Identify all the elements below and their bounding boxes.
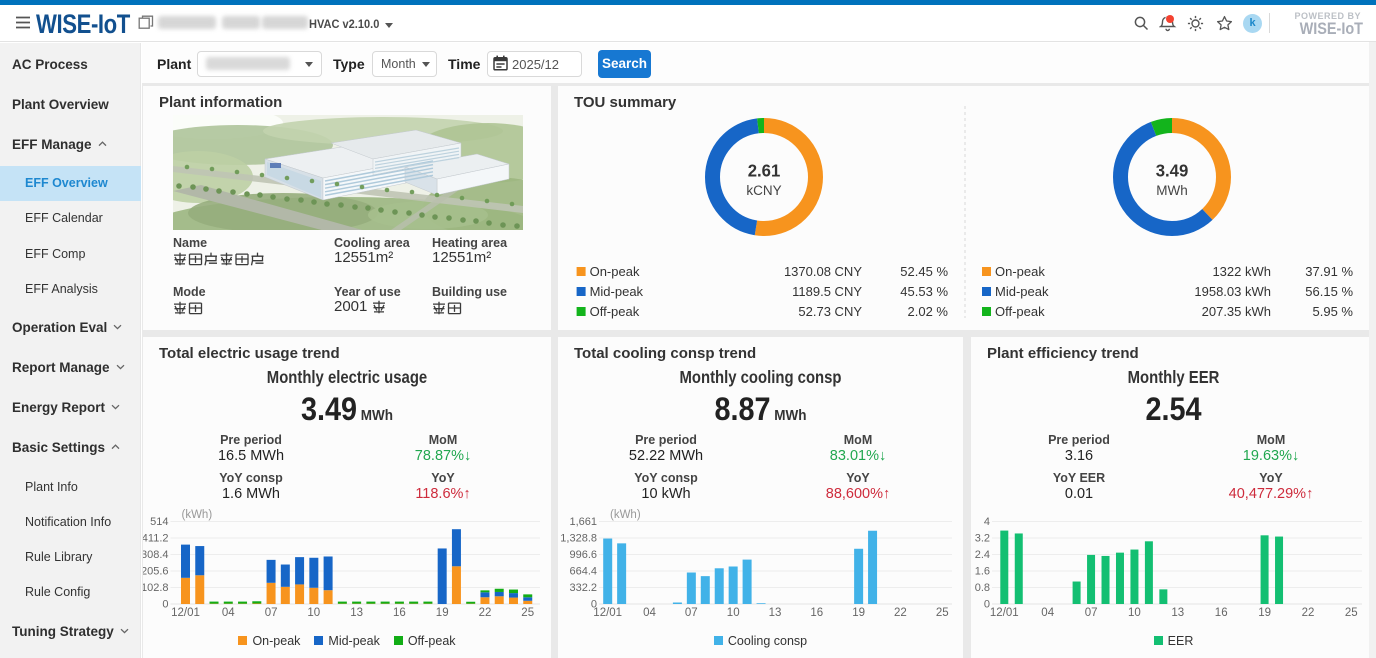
svg-text:25: 25 bbox=[936, 607, 949, 619]
svg-text:52.45 %: 52.45 % bbox=[900, 264, 948, 279]
svg-text:12/01: 12/01 bbox=[593, 607, 622, 619]
svg-text:0: 0 bbox=[591, 599, 597, 611]
svg-text:07: 07 bbox=[685, 607, 698, 619]
svg-text:0: 0 bbox=[162, 599, 168, 611]
svg-text:22: 22 bbox=[479, 607, 492, 619]
svg-text:(kWh): (kWh) bbox=[182, 509, 213, 521]
svg-text:Mid-peak: Mid-peak bbox=[995, 284, 1049, 299]
svg-text:2.02 %: 2.02 % bbox=[908, 304, 949, 319]
svg-text:1370.08 CNY: 1370.08 CNY bbox=[784, 264, 862, 279]
svg-text:4: 4 bbox=[984, 516, 990, 528]
svg-text:13: 13 bbox=[350, 607, 363, 619]
svg-text:205.6: 205.6 bbox=[143, 566, 169, 578]
svg-text:664.4: 664.4 bbox=[569, 566, 597, 578]
svg-text:19: 19 bbox=[852, 607, 865, 619]
svg-text:514: 514 bbox=[150, 516, 168, 528]
svg-text:MWh: MWh bbox=[1156, 183, 1188, 198]
svg-text:308.4: 308.4 bbox=[143, 549, 169, 561]
svg-text:10: 10 bbox=[1128, 607, 1141, 619]
svg-text:13: 13 bbox=[769, 607, 782, 619]
svg-text:37.91 %: 37.91 % bbox=[1305, 264, 1353, 279]
svg-text:0.8: 0.8 bbox=[975, 582, 990, 594]
svg-text:102.8: 102.8 bbox=[143, 582, 169, 594]
svg-text:5.95 %: 5.95 % bbox=[1313, 304, 1354, 319]
svg-text:45.53 %: 45.53 % bbox=[900, 284, 948, 299]
svg-text:2.61: 2.61 bbox=[748, 160, 781, 181]
svg-text:1958.03 kWh: 1958.03 kWh bbox=[1194, 284, 1271, 299]
svg-text:13: 13 bbox=[1171, 607, 1184, 619]
svg-text:3.49: 3.49 bbox=[1156, 160, 1189, 181]
svg-text:Off-peak: Off-peak bbox=[590, 304, 640, 319]
svg-text:207.35 kWh: 207.35 kWh bbox=[1202, 304, 1271, 319]
svg-text:411.2: 411.2 bbox=[143, 533, 169, 545]
svg-text:3.2: 3.2 bbox=[975, 533, 990, 545]
svg-text:16: 16 bbox=[1215, 607, 1228, 619]
svg-text:2.4: 2.4 bbox=[975, 549, 990, 561]
svg-text:Off-peak: Off-peak bbox=[995, 304, 1045, 319]
svg-text:1189.5 CNY: 1189.5 CNY bbox=[792, 284, 862, 299]
svg-text:16: 16 bbox=[810, 607, 823, 619]
svg-text:10: 10 bbox=[307, 607, 320, 619]
svg-text:996.6: 996.6 bbox=[569, 549, 597, 561]
svg-text:332.2: 332.2 bbox=[569, 582, 597, 594]
svg-text:25: 25 bbox=[1345, 607, 1358, 619]
svg-text:04: 04 bbox=[1041, 607, 1054, 619]
svg-text:19: 19 bbox=[436, 607, 449, 619]
svg-text:52.73 CNY: 52.73 CNY bbox=[798, 304, 862, 319]
svg-text:1322 kWh: 1322 kWh bbox=[1212, 264, 1271, 279]
svg-text:07: 07 bbox=[265, 607, 278, 619]
svg-text:07: 07 bbox=[1085, 607, 1098, 619]
svg-text:0: 0 bbox=[984, 599, 990, 611]
svg-text:12/01: 12/01 bbox=[990, 607, 1019, 619]
svg-text:1,328.8: 1,328.8 bbox=[560, 533, 597, 545]
svg-text:25: 25 bbox=[521, 607, 534, 619]
svg-text:10: 10 bbox=[727, 607, 740, 619]
svg-text:On-peak: On-peak bbox=[590, 264, 640, 279]
svg-text:16: 16 bbox=[393, 607, 406, 619]
svg-text:kCNY: kCNY bbox=[746, 183, 781, 198]
svg-text:On-peak: On-peak bbox=[995, 264, 1045, 279]
svg-text:1,661: 1,661 bbox=[569, 516, 597, 528]
svg-text:04: 04 bbox=[222, 607, 235, 619]
svg-text:1.6: 1.6 bbox=[975, 566, 990, 578]
svg-text:Mid-peak: Mid-peak bbox=[590, 284, 644, 299]
svg-text:56.15 %: 56.15 % bbox=[1305, 284, 1353, 299]
svg-text:04: 04 bbox=[643, 607, 656, 619]
svg-text:22: 22 bbox=[1302, 607, 1315, 619]
svg-text:(kWh): (kWh) bbox=[610, 509, 641, 521]
svg-text:12/01: 12/01 bbox=[171, 607, 200, 619]
svg-text:19: 19 bbox=[1258, 607, 1271, 619]
svg-text:22: 22 bbox=[894, 607, 907, 619]
